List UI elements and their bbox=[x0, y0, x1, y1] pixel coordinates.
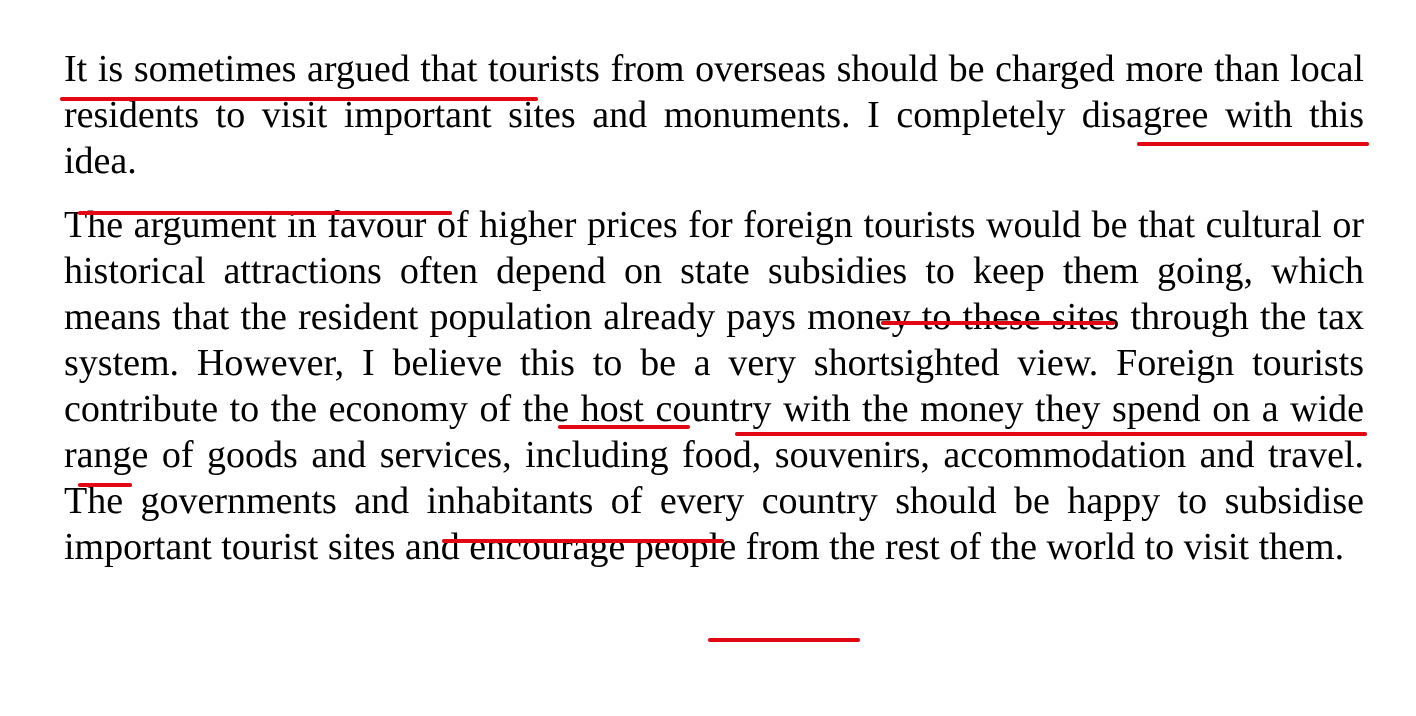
highlight-phrase: subsidise bbox=[1224, 480, 1364, 522]
highlight-phrase: a wide range of bbox=[64, 388, 1364, 476]
body-text: . Foreign tourists contribute to the eco… bbox=[64, 342, 1365, 430]
body-text: important tourist sites and encourage pe… bbox=[64, 526, 1345, 568]
underline-mark bbox=[558, 425, 690, 429]
underline-mark bbox=[78, 483, 132, 487]
body-text: , bbox=[334, 342, 362, 384]
underline-mark bbox=[881, 321, 1115, 325]
highlight-phrase: state subsidies bbox=[680, 250, 908, 292]
paragraph-body: The argument in favour of higher prices … bbox=[64, 202, 1364, 570]
underline-mark bbox=[442, 539, 724, 543]
body-text: to keep them going, which means that the… bbox=[64, 250, 1364, 384]
underline-mark bbox=[1137, 142, 1369, 146]
paragraph-intro: It is sometimes argued that tourists fro… bbox=[64, 46, 1364, 184]
underline-mark bbox=[78, 211, 452, 215]
body-text: goods and services, including food, souv… bbox=[64, 434, 1364, 522]
underline-mark bbox=[60, 97, 538, 101]
body-text: tourists from overseas should be charged… bbox=[64, 48, 1364, 136]
underline-mark bbox=[708, 638, 860, 642]
highlight-phrase: I completely disagree with this idea. bbox=[64, 94, 1364, 182]
highlight-phrase: It is sometimes argued that bbox=[64, 48, 478, 90]
highlight-phrase: However bbox=[196, 342, 335, 384]
underline-mark bbox=[735, 432, 1367, 436]
essay-document: It is sometimes argued that tourists fro… bbox=[64, 46, 1364, 570]
highlight-phrase: I believe this to be a very shortsighted… bbox=[361, 342, 1089, 384]
